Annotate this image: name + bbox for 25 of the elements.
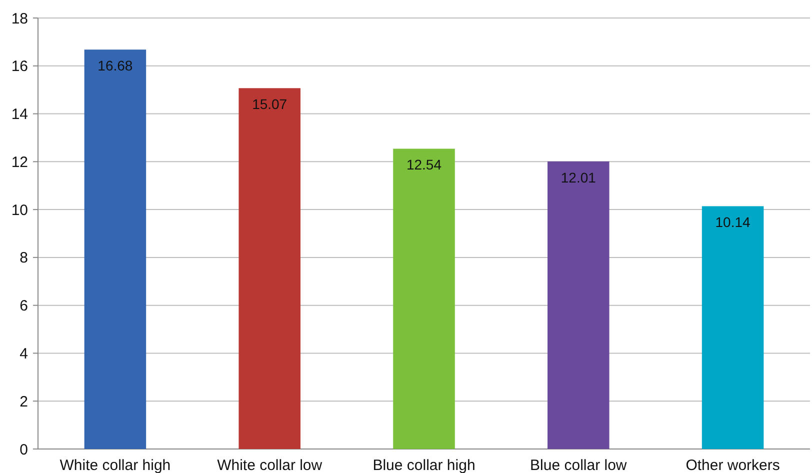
y-tick-label: 6 [20, 298, 28, 315]
bar [84, 50, 146, 449]
y-tick-label: 0 [20, 441, 28, 458]
x-tick-label: Other workers [686, 457, 780, 473]
data-label: 12.01 [560, 169, 596, 186]
x-tick-label: White collar high [60, 457, 171, 473]
data-label: 10.14 [715, 214, 751, 230]
y-tick-label: 12 [11, 154, 28, 171]
y-tick-label: 2 [20, 393, 28, 410]
bar [702, 206, 764, 449]
bar [548, 161, 610, 449]
y-tick-label: 10 [11, 202, 28, 219]
bar [238, 88, 300, 449]
data-label: 12.54 [406, 156, 442, 173]
y-tick-label: 18 [11, 10, 28, 28]
x-tick-label: Blue collar low [530, 457, 627, 473]
data-label: 15.07 [252, 96, 288, 112]
bar [393, 148, 455, 449]
y-tick-label: 4 [20, 345, 28, 362]
y-tick-label: 8 [20, 250, 28, 267]
y-tick-label: 16 [11, 58, 28, 76]
y-tick-label: 14 [11, 106, 28, 124]
x-tick-label: Blue collar high [372, 457, 476, 473]
x-tick-label: White collar low [217, 457, 322, 473]
data-label: 16.68 [98, 58, 133, 74]
